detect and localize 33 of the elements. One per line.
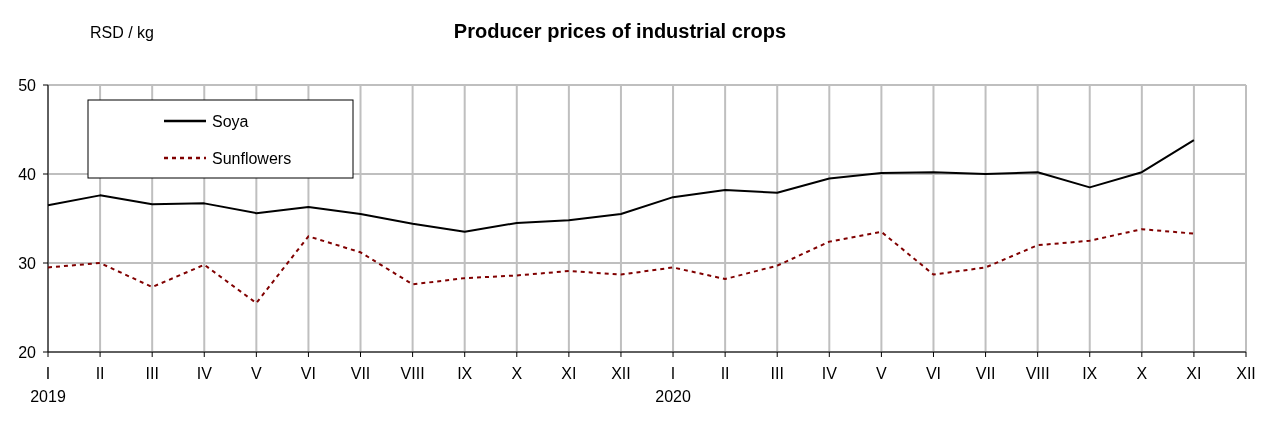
- x-tick-label: IX: [1082, 365, 1098, 382]
- x-tick-label: IV: [196, 365, 213, 382]
- x-tick-label: VIII: [1025, 365, 1050, 382]
- x-tick-label: XI: [561, 365, 577, 382]
- y-tick-label: 20: [18, 343, 37, 361]
- x-tick-label: III: [145, 365, 159, 382]
- x-tick-label: X: [1136, 365, 1148, 382]
- x-tick-label: I 2019: [30, 365, 66, 405]
- x-tick-label: VIII: [400, 365, 425, 382]
- y-tick-label: 30: [18, 254, 37, 272]
- legend-label: Sunflowers: [212, 149, 292, 167]
- x-tick-label: IV: [821, 365, 838, 382]
- legend-label: Soya: [212, 112, 249, 130]
- x-tick-label: VII: [350, 365, 371, 382]
- x-tick-label: XII: [611, 365, 631, 382]
- x-tick-label: IX: [457, 365, 473, 382]
- x-tick-label: XII: [1236, 365, 1256, 382]
- x-tick-label: III: [770, 365, 784, 382]
- x-tick-label: V: [876, 365, 888, 382]
- x-tick-label: XI: [1186, 365, 1202, 382]
- x-tick-label: I 2020: [655, 365, 691, 405]
- x-tick-label: II: [95, 365, 105, 382]
- line-series: [47, 228, 1195, 305]
- y-axis-title: RSD / kg: [90, 24, 155, 41]
- x-tick-label: VI: [925, 365, 942, 382]
- x-tick-label: VII: [975, 365, 996, 382]
- y-tick-label: 40: [18, 165, 37, 183]
- x-tick-label: II: [720, 365, 730, 382]
- chart-title: Producer prices of industrial crops: [453, 20, 787, 42]
- x-tick-label: VI: [300, 365, 316, 382]
- x-tick-label: V: [251, 365, 263, 382]
- x-tick-label: X: [511, 365, 523, 382]
- y-tick-label: 50: [18, 76, 37, 94]
